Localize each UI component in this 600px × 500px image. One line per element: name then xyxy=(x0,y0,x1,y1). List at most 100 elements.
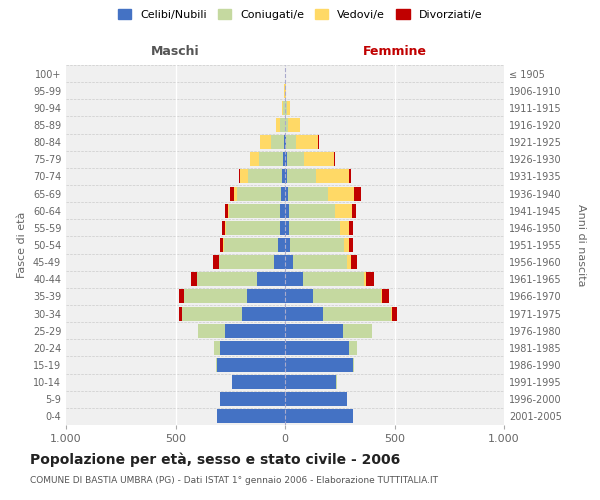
Bar xyxy=(240,170,285,183)
Bar xyxy=(285,341,357,355)
Bar xyxy=(285,84,286,98)
Bar xyxy=(285,290,313,304)
Bar xyxy=(285,238,344,252)
Bar xyxy=(285,255,347,269)
Bar xyxy=(232,375,285,389)
Bar xyxy=(276,118,285,132)
Bar xyxy=(285,324,371,338)
Bar xyxy=(282,170,285,183)
Bar xyxy=(283,101,285,115)
Bar xyxy=(220,392,285,406)
Bar xyxy=(216,358,285,372)
Bar xyxy=(285,255,357,269)
Bar xyxy=(228,204,285,218)
Bar xyxy=(225,324,285,338)
Y-axis label: Anni di nascita: Anni di nascita xyxy=(575,204,586,286)
Bar xyxy=(242,306,285,320)
Bar xyxy=(283,152,285,166)
Bar xyxy=(230,186,285,200)
Bar xyxy=(285,204,356,218)
Bar xyxy=(285,101,287,115)
Bar xyxy=(285,306,323,320)
Bar xyxy=(220,392,285,406)
Bar xyxy=(285,341,357,355)
Bar xyxy=(218,255,285,269)
Bar xyxy=(259,152,285,166)
Bar xyxy=(280,204,285,218)
Bar xyxy=(285,135,319,149)
Bar xyxy=(260,135,285,149)
Bar xyxy=(284,84,285,98)
Bar xyxy=(184,290,285,304)
Bar xyxy=(217,410,285,424)
Bar xyxy=(285,170,349,183)
Bar xyxy=(285,410,353,424)
Bar xyxy=(285,152,335,166)
Bar xyxy=(285,392,347,406)
Bar xyxy=(285,118,299,132)
Bar xyxy=(285,392,347,406)
Text: COMUNE DI BASTIA UMBRA (PG) - Dati ISTAT 1° gennaio 2006 - Elaborazione TUTTITAL: COMUNE DI BASTIA UMBRA (PG) - Dati ISTAT… xyxy=(30,476,438,485)
Bar xyxy=(285,152,287,166)
Bar xyxy=(217,358,285,372)
Bar xyxy=(214,341,285,355)
Bar xyxy=(285,392,347,406)
Bar xyxy=(232,375,285,389)
Bar xyxy=(285,324,371,338)
Bar xyxy=(285,170,350,183)
Bar xyxy=(285,118,287,132)
Bar xyxy=(217,410,285,424)
Bar xyxy=(285,238,290,252)
Bar xyxy=(285,118,299,132)
Bar xyxy=(285,306,392,320)
Bar xyxy=(285,221,340,235)
Bar xyxy=(220,255,285,269)
Bar xyxy=(276,118,285,132)
Bar xyxy=(285,272,302,286)
Bar xyxy=(285,410,353,424)
Bar xyxy=(237,186,285,200)
Bar xyxy=(250,152,285,166)
Bar xyxy=(232,375,285,389)
Bar xyxy=(274,255,285,269)
Bar xyxy=(285,410,353,424)
Bar xyxy=(233,186,285,200)
Bar xyxy=(285,170,316,183)
Bar xyxy=(184,290,285,304)
Bar xyxy=(220,392,285,406)
Bar xyxy=(199,324,285,338)
Bar xyxy=(179,290,285,304)
Bar xyxy=(220,392,285,406)
Bar xyxy=(285,272,374,286)
Bar xyxy=(225,221,285,235)
Bar xyxy=(179,306,285,320)
Bar xyxy=(285,255,350,269)
Bar xyxy=(285,135,286,149)
Bar xyxy=(285,170,287,183)
Bar xyxy=(284,135,285,149)
Bar xyxy=(224,238,285,252)
Bar xyxy=(220,238,285,252)
Bar xyxy=(199,324,285,338)
Legend: Celibi/Nubili, Coniugati/e, Vedovi/e, Divorziati/e: Celibi/Nubili, Coniugati/e, Vedovi/e, Di… xyxy=(115,6,485,23)
Bar xyxy=(285,272,364,286)
Bar xyxy=(247,290,285,304)
Bar xyxy=(223,238,285,252)
Bar xyxy=(214,341,285,355)
Bar xyxy=(285,324,343,338)
Bar xyxy=(280,221,285,235)
Bar xyxy=(285,290,382,304)
Bar xyxy=(285,135,318,149)
Bar xyxy=(182,306,285,320)
Bar xyxy=(217,410,285,424)
Bar xyxy=(285,392,347,406)
Bar xyxy=(222,221,285,235)
Text: Maschi: Maschi xyxy=(151,45,200,58)
Bar xyxy=(197,272,285,286)
Bar xyxy=(248,170,285,183)
Bar xyxy=(285,186,328,200)
Bar xyxy=(285,221,349,235)
Bar xyxy=(285,101,290,115)
Bar xyxy=(282,101,285,115)
Bar xyxy=(285,306,397,320)
